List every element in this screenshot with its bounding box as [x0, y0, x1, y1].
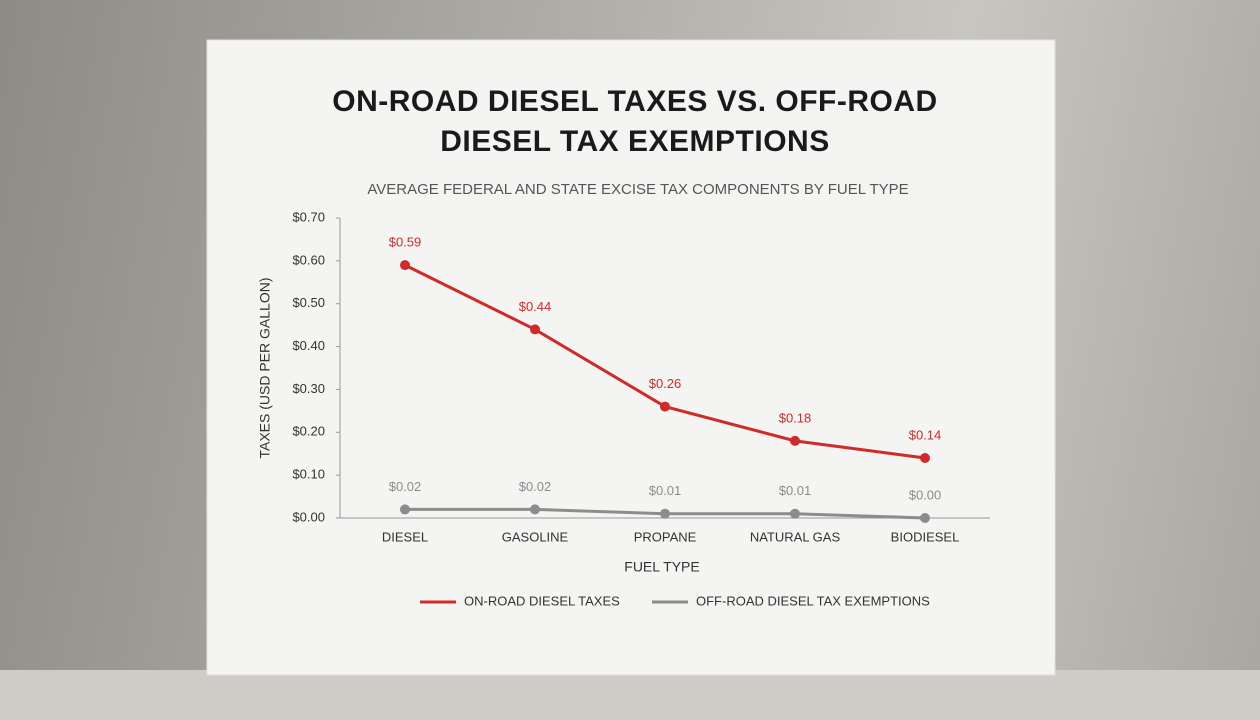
value-label: $0.02 [519, 479, 552, 494]
x-tick-label: GASOLINE [502, 529, 569, 544]
value-label: $0.01 [779, 483, 812, 498]
value-label: $0.14 [909, 427, 942, 442]
y-tick-label: $0.10 [292, 467, 325, 482]
value-label: $0.00 [909, 487, 942, 502]
value-label: $0.26 [649, 376, 682, 391]
x-axis-title: FUEL TYPE [624, 559, 699, 575]
y-tick-label: $0.70 [292, 209, 325, 224]
legend-label: OFF-ROAD DIESEL TAX EXEMPTIONS [696, 593, 930, 608]
y-tick-label: $0.50 [292, 295, 325, 310]
x-tick-label: DIESEL [382, 529, 428, 544]
legend-label: ON-ROAD DIESEL TAXES [464, 593, 620, 608]
data-point [790, 435, 800, 446]
data-point [400, 260, 410, 271]
value-label: $0.59 [389, 235, 422, 250]
chart-title: ON-ROAD DIESEL TAXES VS. OFF-ROAD DIESEL… [332, 85, 938, 158]
y-axis-title: TAXES (USD PER GALLON) [257, 277, 273, 458]
y-tick-label: $0.40 [292, 338, 325, 353]
x-tick-label: PROPANE [634, 529, 697, 544]
data-point [660, 401, 670, 412]
data-point [920, 453, 930, 463]
value-label: $0.01 [649, 483, 682, 498]
y-tick-label: $0.30 [292, 381, 325, 396]
data-point [790, 508, 800, 519]
floor [0, 670, 1260, 720]
value-label: $0.44 [519, 299, 552, 314]
board [206, 39, 1056, 676]
value-label: $0.02 [389, 479, 422, 494]
y-tick-label: $0.60 [292, 252, 325, 267]
y-tick-label: $0.20 [292, 424, 325, 439]
data-point [660, 508, 670, 519]
x-tick-label: BIODIESEL [891, 529, 960, 544]
chart-subtitle: AVERAGE FEDERAL AND STATE EXCISE TAX COM… [367, 181, 908, 198]
y-tick-label: $0.00 [292, 509, 325, 524]
data-point [530, 504, 540, 515]
data-point [920, 513, 930, 523]
data-point [530, 324, 540, 335]
data-point [400, 504, 410, 515]
x-tick-label: NATURAL GAS [750, 529, 841, 544]
value-label: $0.18 [779, 410, 812, 425]
